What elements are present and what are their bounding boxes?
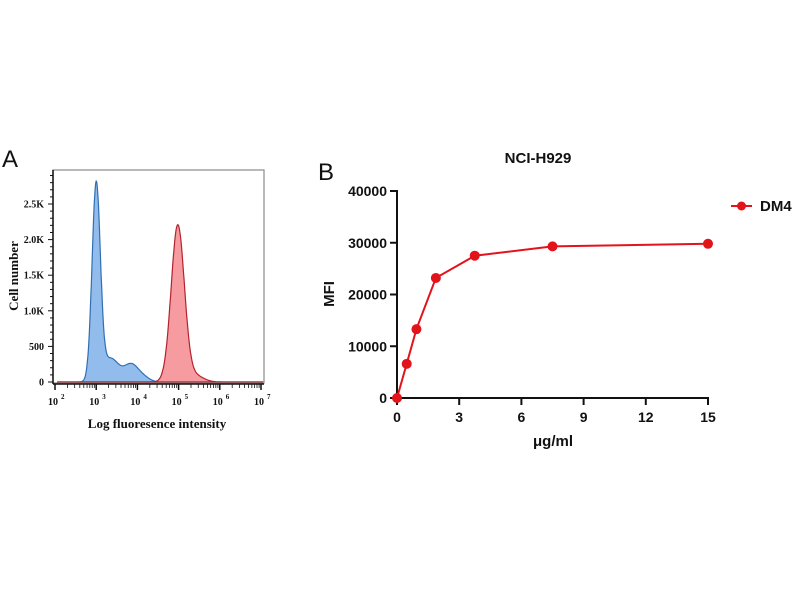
panel-a-letter: A [2, 146, 18, 173]
series-line [396, 242, 709, 399]
x-tick-label: 3 [455, 409, 463, 425]
legend: DM4 [731, 198, 792, 215]
x-tick-exponent: 5 [185, 393, 189, 401]
x-tick-label: 6 [518, 409, 526, 425]
x-tick-label: 10 [89, 397, 99, 408]
x-tick-label: 10 [172, 397, 182, 408]
x-tick-label: 10 [213, 397, 223, 408]
data-point [703, 238, 713, 249]
data-point [547, 241, 558, 252]
data-point [401, 358, 412, 369]
data-point [469, 250, 480, 261]
x-tick-exponent: 4 [143, 393, 147, 401]
x-tick-exponent: 6 [226, 393, 230, 401]
y-tick-label: 500 [29, 342, 44, 353]
x-ticks: 10 2 10 3 10 4 10 5 10 6 10 7 [48, 384, 271, 408]
x-axis-label: μg/ml [533, 433, 573, 450]
y-tick-label: 40000 [348, 183, 387, 199]
y-ticks: 0 10000 20000 30000 40000 [348, 183, 397, 406]
x-tick-exponent: 7 [267, 393, 271, 401]
legend-marker [737, 201, 746, 211]
y-tick-label: 1.5K [24, 271, 45, 282]
x-tick-label: 10 [254, 397, 264, 408]
series-dm4 [392, 238, 713, 403]
plot-frame [52, 169, 265, 384]
x-tick-exponent: 2 [61, 393, 65, 401]
y-tick-label: 2.5K [24, 200, 45, 211]
legend-label: DM4 [760, 198, 792, 215]
data-point [392, 393, 402, 403]
histogram-control [57, 179, 264, 383]
histogram-curves [57, 179, 264, 383]
histogram-stained [57, 223, 264, 383]
panel-b-letter: B [318, 159, 334, 186]
y-ticks: 0 500 1.0K 1.5K 2.0K 2.5K [24, 175, 53, 389]
y-tick-label: 10000 [348, 338, 387, 354]
x-tick-label: 10 [130, 397, 140, 408]
x-ticks: 0 3 6 9 12 15 [393, 398, 716, 425]
x-tick-label: 10 [48, 397, 58, 408]
chart-title: NCI-H929 [505, 150, 572, 167]
panel-b: B NCI-H929 0 10000 20000 30000 40000 0 3 6 9 12 1… [318, 150, 792, 450]
y-tick-label: 30000 [348, 235, 387, 251]
data-point [411, 324, 422, 335]
x-tick-label: 9 [580, 409, 588, 425]
y-axis-label: Cell number [6, 241, 21, 311]
x-tick-exponent: 3 [102, 393, 106, 401]
y-tick-label: 20000 [348, 287, 387, 303]
y-tick-label: 0 [379, 390, 387, 406]
y-tick-label: 1.0K [24, 306, 45, 317]
x-tick-label: 12 [638, 409, 654, 425]
x-axis-label: Log fluoresence intensity [88, 416, 227, 431]
y-tick-label: 2.0K [24, 235, 45, 246]
y-tick-label: 0 [39, 378, 44, 389]
x-tick-label: 0 [393, 409, 401, 425]
x-tick-label: 15 [700, 409, 716, 425]
data-point [430, 272, 441, 283]
y-axis-label: MFI [321, 281, 338, 307]
